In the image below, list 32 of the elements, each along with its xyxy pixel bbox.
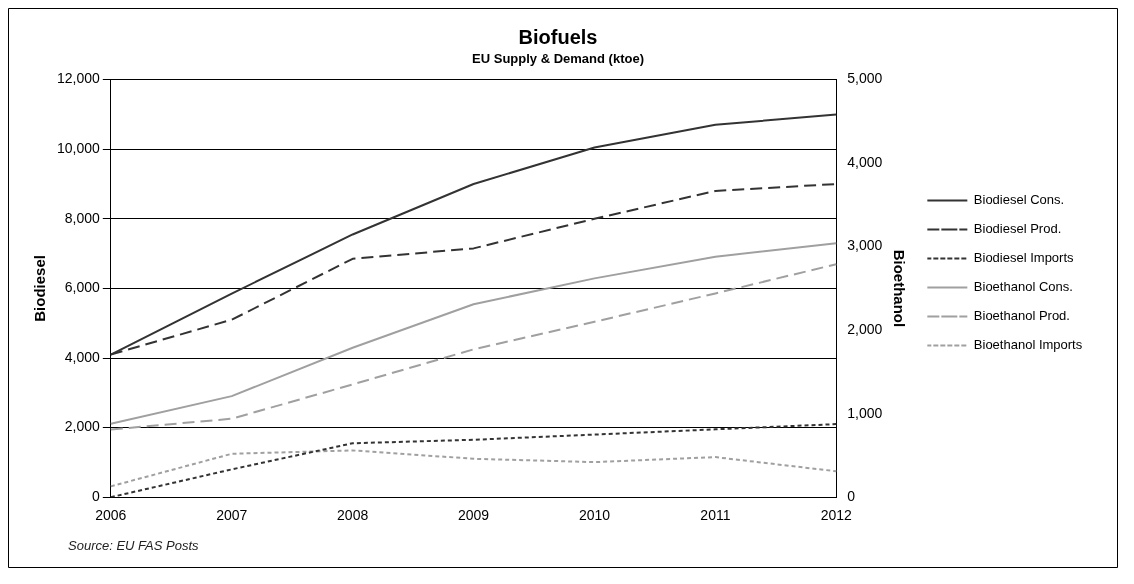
legend-label: Biodiesel Imports [973,250,1075,266]
line-series [109,449,838,488]
x-tick-label: 2011 [700,507,731,524]
source-note: Source: EU FAS Posts [68,538,200,553]
y-axis-title: Biodiesel [31,255,49,322]
chart-subtitle: EU Supply & Demand (ktoe) [472,51,644,67]
x-tick-label: 2006 [95,507,127,524]
legend-label: Bioethanol Cons. [973,279,1073,295]
x-tick-label: 2012 [820,507,853,524]
y-tick-label: 6,000 [64,279,101,296]
x-tick-label: 2008 [337,507,369,524]
legend-label: Bioethanol Prod. [973,308,1070,324]
y-tick-label: 12,000 [56,70,101,87]
legend-label: Biodiesel Prod. [973,221,1062,237]
y2-tick-label: 4,000 [847,153,883,170]
legend-label: Bioethanol Imports [973,337,1083,353]
y-tick-label: 8,000 [64,209,101,226]
legend-label: Biodiesel Cons. [973,192,1065,208]
chart-title: Biofuels [518,25,598,48]
y2-tick-label: 5,000 [847,70,883,87]
y2-axis-title: Bioethanol [891,249,909,328]
y2-tick-label: 0 [847,488,856,505]
y2-tick-label: 2,000 [847,321,883,338]
x-tick-label: 2007 [216,507,248,524]
y2-tick-label: 3,000 [847,237,883,254]
y-tick-label: 2,000 [64,418,101,435]
y-tick-label: 4,000 [64,348,101,365]
y2-tick-label: 1,000 [847,404,883,421]
x-tick-label: 2010 [578,507,611,524]
x-tick-label: 2009 [457,507,490,524]
y-tick-label: 0 [92,488,101,505]
y-tick-label: 10,000 [56,140,101,157]
